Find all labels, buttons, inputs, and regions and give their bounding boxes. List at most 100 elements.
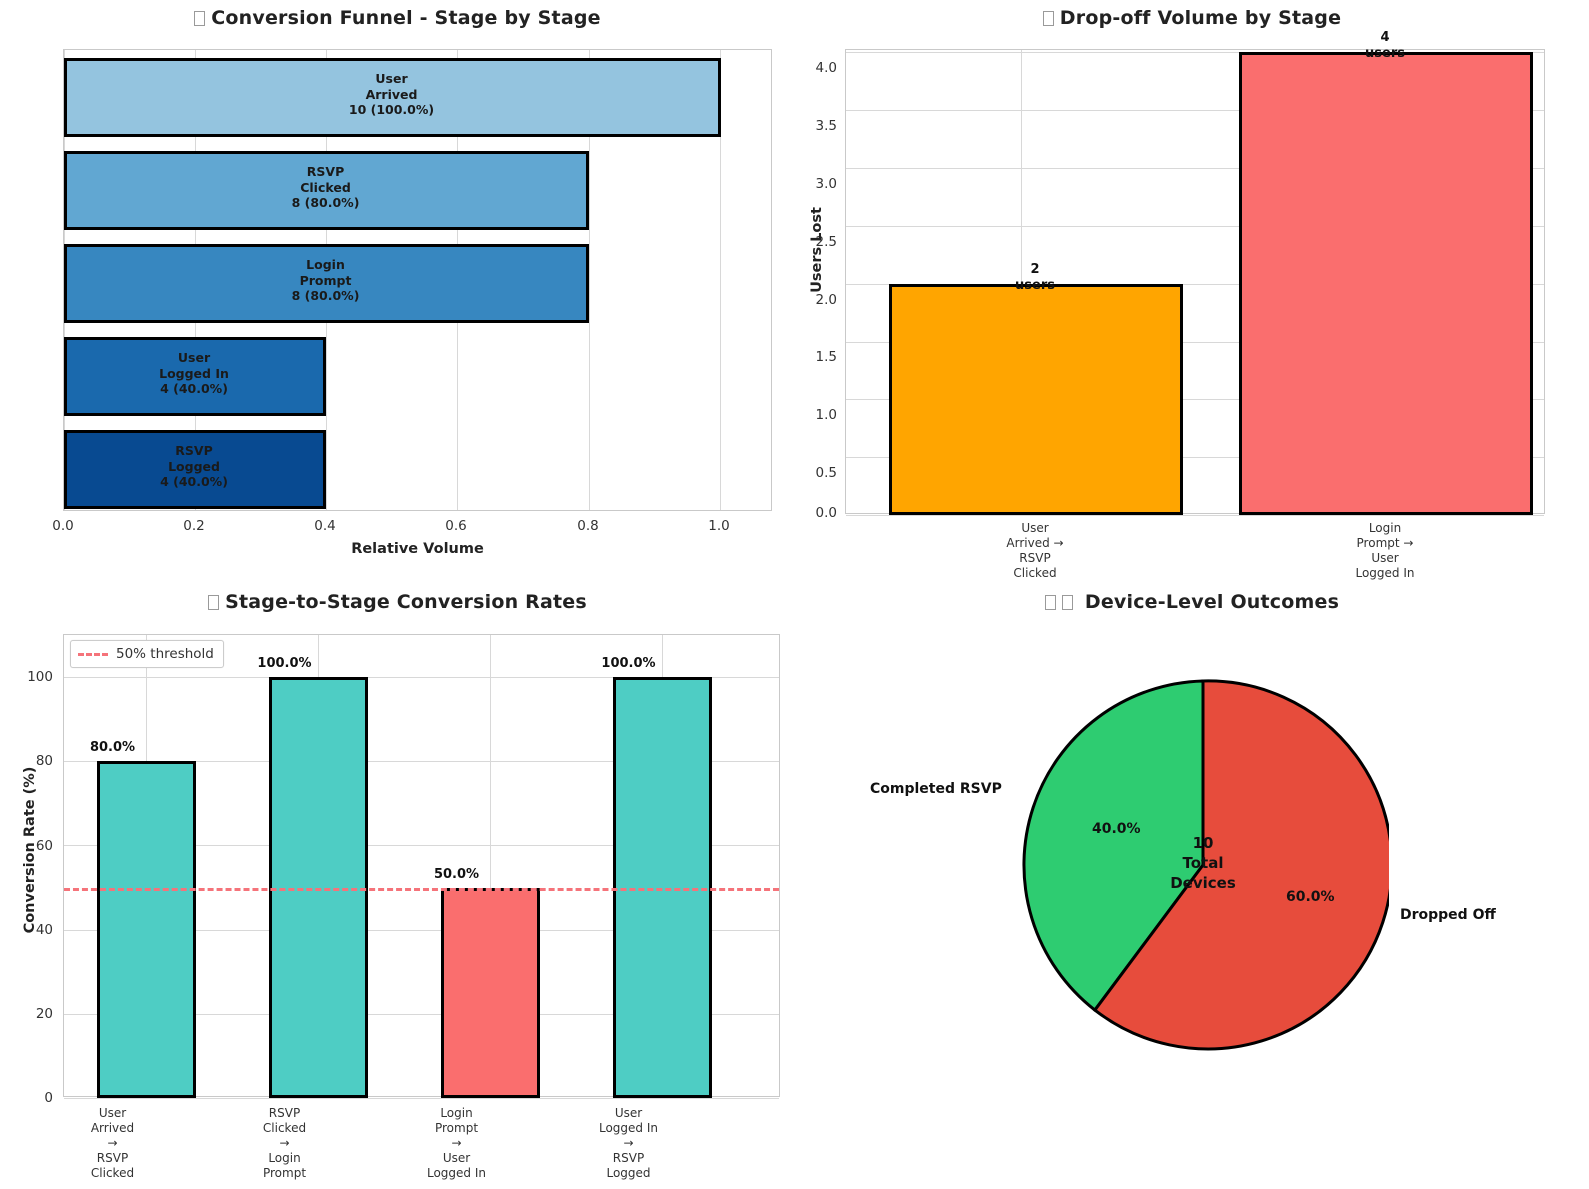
conversion-ytick: 60 [35,838,53,854]
dropoff-ytick: 4.0 [815,60,837,76]
pie-chart [1017,679,1389,1051]
dropoff-gridline [846,52,1544,53]
pie-title: Device-Level Outcomes [795,591,1589,613]
conversion-category-label: User Arrived → RSVP Clicked [90,1106,135,1180]
conversion-gridline [64,677,779,678]
dropoff-bar[interactable] [889,284,1183,515]
conversion-category-label: User Logged In → RSVP Logged [598,1106,658,1180]
dashed-line-icon [78,652,108,656]
dropoff-gridline [846,399,1544,400]
funnel-gridline [589,50,590,510]
funnel-bar-label: User Arrived 10 (100.0%) [348,71,435,117]
dropoff-ytick: 3.0 [815,176,837,192]
dropoff-gridline [846,168,1544,169]
dropoff-category-label: Login Prompt → User Logged In [1355,521,1415,580]
conversion-bar[interactable] [441,888,540,1098]
threshold-legend[interactable]: 50% threshold [70,640,224,668]
missing-glyph-icon [1061,595,1073,610]
funnel-xtick: 0.4 [314,518,336,534]
funnel-bar[interactable] [64,337,326,416]
conversion-category-label: Login Prompt → User Logged In [426,1106,486,1180]
conversion-value-label: 50.0% [433,867,480,882]
funnel-bar-label: Login Prompt 8 (80.0%) [291,257,360,303]
panel-device-level-outcomes: Device-Level Outcomes 40.0% 60.0% Comple… [795,585,1589,1189]
pie-slice-dropped-off[interactable] [1092,679,1389,1051]
funnel-bar[interactable] [64,430,326,509]
conversion-value-label: 100.0% [601,656,656,671]
funnel-bar-label: RSVP Logged 4 (40.0%) [160,443,228,489]
conversion-value-label: 80.0% [89,740,136,755]
funnel-title: Conversion Funnel - Stage by Stage [0,7,795,29]
missing-glyph-icon [1044,595,1056,610]
funnel-bar[interactable] [64,244,589,323]
conversion-gridline [490,635,491,1096]
conversion-ytick: 0 [44,1090,53,1106]
dropoff-gridline [846,110,1544,111]
conversion-ytick: 40 [35,922,53,938]
conversion-gridline [64,930,779,931]
dropoff-gridline [1021,50,1022,513]
dropoff-ytick: 2.0 [815,292,837,308]
conversion-plot-area [63,634,780,1099]
dropoff-gridline [846,457,1544,458]
legend-label: 50% threshold [116,646,214,662]
conversion-title: Stage-to-Stage Conversion Rates [0,591,795,613]
dropoff-ytick: 1.0 [815,407,837,423]
pie-slices [1022,679,1389,1051]
missing-glyph-icon [208,595,220,610]
panel-stage-conversion-rates: Stage-to-Stage Conversion Rates 80.0% 10… [0,585,795,1189]
funnel-bar-label: User Logged In 4 (40.0%) [159,350,229,396]
conversion-value-label: 100.0% [257,656,312,671]
dropoff-gridline [846,342,1544,343]
missing-glyph-icon [1042,11,1054,26]
funnel-bar[interactable] [64,151,589,230]
dropoff-yaxis-label: Users Lost [809,207,825,293]
conversion-ytick: 80 [35,753,53,769]
funnel-xtick: 1.0 [708,518,730,534]
pie-label-completed-rsvp: Completed RSVP [870,781,1002,797]
dropoff-plot-area [845,49,1545,516]
funnel-gridline [720,50,721,510]
conversion-category-label: RSVP Clicked → Login Prompt [262,1106,307,1180]
pie-center-total: 10 Total Devices [1170,834,1236,892]
dropoff-gridline [846,226,1544,227]
dropoff-value-label: 2 users [1015,262,1055,293]
dropoff-gridline [846,515,1544,516]
funnel-title-text: Conversion Funnel - Stage by Stage [211,7,601,29]
funnel-xtick: 0.2 [183,518,205,534]
pie-percent-dropped-off: 60.0% [1286,889,1335,905]
dropoff-ytick: 0.0 [815,505,837,521]
conversion-ytick: 20 [35,1006,53,1022]
conversion-bar[interactable] [613,677,712,1098]
dropoff-title-text: Drop-off Volume by Stage [1059,7,1342,29]
conversion-gridline [64,1014,779,1015]
conversion-gridline [64,761,779,762]
funnel-plot-area [63,49,772,511]
dropoff-category-label: User Arrived → RSVP Clicked [1006,521,1064,580]
funnel-bar[interactable] [64,58,721,137]
funnel-bar-label: RSVP Clicked 8 (80.0%) [291,164,360,210]
dropoff-title: Drop-off Volume by Stage [795,7,1589,29]
dropoff-ytick: 2.5 [815,234,837,250]
threshold-line [64,888,779,891]
pie-percent-completed-rsvp: 40.0% [1092,821,1141,837]
dropoff-ytick: 3.5 [815,118,837,134]
dropoff-value-label: 4 users [1365,30,1405,61]
funnel-xaxis-label: Relative Volume [351,541,484,557]
conversion-gridline [64,1098,779,1099]
funnel-xtick: 0.8 [577,518,599,534]
pie-slice-completed-rsvp[interactable] [1022,679,1205,1013]
dropoff-bar[interactable] [1239,52,1533,515]
panel-dropoff-volume: Drop-off Volume by Stage 2 users 4 users… [795,0,1589,585]
dropoff-ytick: 0.5 [815,465,837,481]
funnel-xtick: 0.6 [445,518,467,534]
conversion-bar[interactable] [269,677,368,1098]
conversion-title-text: Stage-to-Stage Conversion Rates [225,591,587,613]
conversion-yaxis-label: Conversion Rate (%) [22,766,38,934]
panel-conversion-funnel: Conversion Funnel - Stage by Stage User … [0,0,795,585]
missing-glyph-icon [194,11,206,26]
conversion-gridline [64,845,779,846]
dropoff-ytick: 1.5 [815,349,837,365]
pie-title-text: Device-Level Outcomes [1084,591,1340,613]
conversion-bar[interactable] [97,761,196,1098]
